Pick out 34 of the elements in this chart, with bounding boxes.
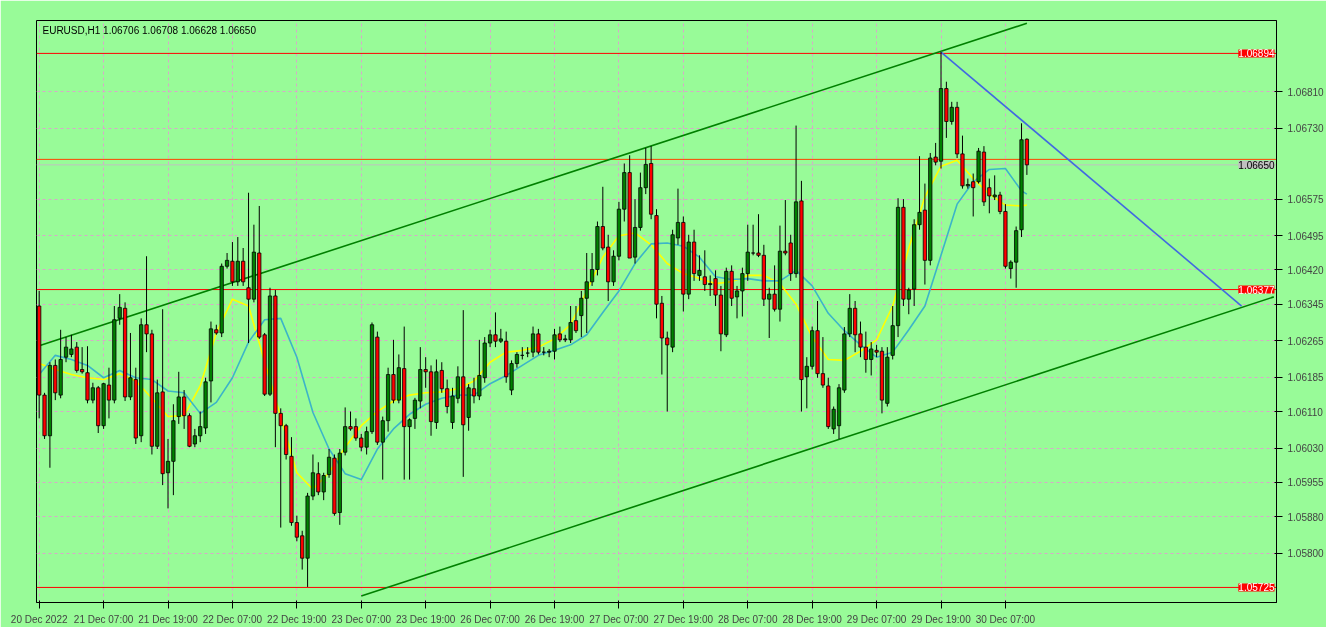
ref-line-label: 1.06894 bbox=[1238, 48, 1275, 60]
x-tick-label: 27 Dec 19:00 bbox=[653, 613, 714, 625]
x-tick-label: 20 Dec 2022 bbox=[10, 613, 68, 625]
x-tick-label: 26 Dec 19:00 bbox=[524, 613, 585, 625]
x-tick-label: 28 Dec 07:00 bbox=[718, 613, 778, 625]
ref-line-label: 1.05725 bbox=[1238, 582, 1275, 594]
x-tick-label: 26 Dec 07:00 bbox=[460, 613, 521, 625]
y-tick-label: 1.06575 bbox=[1287, 194, 1325, 206]
x-tick-label: 29 Dec 19:00 bbox=[911, 613, 972, 625]
y-tick-label: 1.06810 bbox=[1287, 86, 1325, 98]
y-tick-label: 1.06030 bbox=[1287, 443, 1325, 455]
ref-line-label: 1.06650 bbox=[1238, 159, 1275, 171]
x-tick-label: 22 Dec 19:00 bbox=[267, 613, 328, 625]
y-tick-label: 1.06185 bbox=[1287, 372, 1325, 384]
x-tick-label: 21 Dec 07:00 bbox=[73, 613, 134, 625]
y-tick-label: 1.05955 bbox=[1287, 477, 1325, 489]
x-tick-label: 30 Dec 07:00 bbox=[975, 613, 1036, 625]
y-tick-label: 1.06420 bbox=[1287, 264, 1325, 276]
chart-title: EURUSD,H1 1.06706 1.06708 1.06628 1.06650 bbox=[42, 24, 257, 36]
ref-line-label: 1.06377 bbox=[1238, 284, 1275, 296]
y-tick-label: 1.06110 bbox=[1287, 406, 1324, 418]
x-tick-label: 23 Dec 07:00 bbox=[331, 613, 392, 625]
y-tick-label: 1.06495 bbox=[1287, 230, 1325, 242]
y-tick-label: 1.06265 bbox=[1287, 335, 1325, 347]
y-tick-label: 1.06345 bbox=[1287, 299, 1325, 311]
x-tick-label: 21 Dec 19:00 bbox=[138, 613, 199, 625]
x-tick-label: 23 Dec 19:00 bbox=[395, 613, 456, 625]
x-tick-label: 29 Dec 07:00 bbox=[846, 613, 907, 625]
y-tick-label: 1.06730 bbox=[1287, 123, 1325, 135]
y-tick-label: 1.05800 bbox=[1287, 548, 1325, 560]
y-tick-label: 1.05880 bbox=[1287, 511, 1325, 523]
x-tick-label: 27 Dec 07:00 bbox=[589, 613, 650, 625]
x-tick-label: 22 Dec 07:00 bbox=[202, 613, 263, 625]
x-tick-label: 28 Dec 19:00 bbox=[782, 613, 843, 625]
